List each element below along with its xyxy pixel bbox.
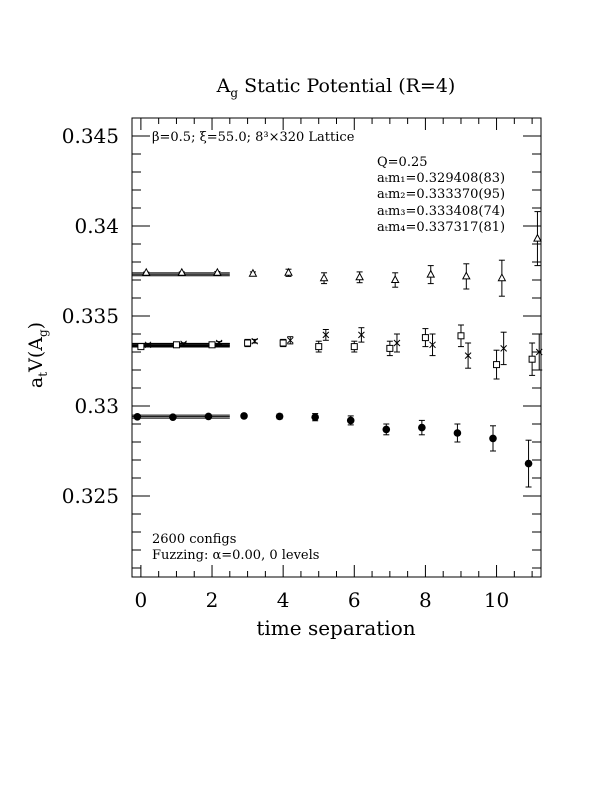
data-point-triangle xyxy=(533,233,542,242)
y-axis-label-sub-t: t xyxy=(36,372,50,377)
chart-title: Ag Static Potential (R=4) xyxy=(216,75,456,100)
chart-title-subscript: g xyxy=(230,86,238,100)
annotation-m2: aₜm₂=0.333370(95) xyxy=(377,187,505,202)
y-axis-label-sub-g: g xyxy=(36,329,50,337)
x-tick-label: 0 xyxy=(135,588,148,612)
data-point-triangle xyxy=(497,273,507,282)
data-point-circle xyxy=(453,429,462,437)
x-tick-labels: 0 2 4 6 8 10 xyxy=(135,588,510,612)
data-point-circle xyxy=(275,412,284,421)
chart-title-rest: Static Potential (R=4) xyxy=(238,75,455,97)
data-point-square xyxy=(350,343,358,351)
cross-stroke xyxy=(286,336,294,344)
y-axis-label: atV(Ag) xyxy=(25,322,50,388)
data-point-cross xyxy=(358,331,365,339)
x-tick-label: 10 xyxy=(484,588,509,612)
data-point-circle xyxy=(204,412,213,421)
data-point-square xyxy=(172,341,180,349)
y-tick-label: 0.325 xyxy=(62,484,119,508)
data-point-cross xyxy=(393,339,401,347)
cross-stroke xyxy=(215,339,223,347)
data-point-circle xyxy=(382,425,391,434)
y-tick-label: 0.34 xyxy=(74,214,119,238)
y-tick-labels: 0.325 0.33 0.335 0.34 0.345 xyxy=(62,124,119,508)
data-point-square xyxy=(493,361,501,369)
data-point-circle xyxy=(240,412,248,420)
data-point-cross xyxy=(464,352,472,359)
data-point-triangle xyxy=(248,268,258,277)
chart-title-main: A xyxy=(216,75,231,97)
annotation-m1: aₜm₁=0.329408(83) xyxy=(377,171,505,186)
data-point-cross xyxy=(429,341,436,349)
data-point-circle xyxy=(418,423,426,432)
annotation-lattice: β=0.5; ξ=55.0; 8³×320 Lattice xyxy=(152,130,355,145)
data-point-triangle xyxy=(319,273,329,282)
data-point-circle xyxy=(133,413,142,421)
cross-stroke xyxy=(464,352,472,359)
data-point-triangle xyxy=(461,271,471,280)
annotation-m3: aₜm₃=0.333408(74) xyxy=(377,204,505,219)
data-point-square xyxy=(279,339,287,347)
cross-stroke xyxy=(144,341,152,349)
data-point-circle xyxy=(524,459,533,468)
data-point-triangle xyxy=(141,267,151,276)
data-point-circle xyxy=(489,434,497,443)
data-point-cross xyxy=(180,340,187,348)
annotation-fuzzing: Fuzzing: α=0.00, 0 levels xyxy=(152,548,319,563)
cross-stroke xyxy=(358,331,365,339)
data-point-circle xyxy=(169,413,177,421)
cross-stroke xyxy=(500,345,508,352)
y-tick-label: 0.335 xyxy=(62,304,119,328)
data-point-triangle xyxy=(213,267,222,276)
data-point-cross xyxy=(322,331,330,339)
data-point-square xyxy=(528,355,536,363)
x-tick-label: 8 xyxy=(419,588,432,612)
y-axis-label-end: ) xyxy=(25,322,47,329)
annotation-q: Q=0.25 xyxy=(377,155,428,170)
cross-stroke xyxy=(251,337,259,345)
data-point-triangle xyxy=(426,269,436,278)
cross-stroke xyxy=(322,331,330,339)
data-point-triangle xyxy=(177,267,187,276)
data-point-square xyxy=(208,341,216,349)
cross-stroke xyxy=(393,339,401,347)
data-point-cross xyxy=(215,339,223,347)
y-tick-label: 0.345 xyxy=(62,124,119,148)
data-point-circle xyxy=(346,416,355,425)
x-tick-label: 4 xyxy=(277,588,290,612)
data-point-square xyxy=(315,343,323,351)
data-point-square xyxy=(386,344,394,352)
data-point-square xyxy=(137,343,145,351)
cross-stroke xyxy=(180,340,187,348)
x-tick-label: 2 xyxy=(206,588,219,612)
data-point-triangle xyxy=(390,274,400,283)
axis-ticks xyxy=(132,118,541,577)
data-point-cross xyxy=(500,345,508,352)
data-point-cross xyxy=(535,348,543,356)
x-axis-label: time separation xyxy=(256,616,415,640)
y-tick-label: 0.33 xyxy=(74,394,119,418)
annotation-m4: aₜm₄=0.337317(81) xyxy=(377,220,505,235)
y-axis-label-a: a xyxy=(25,377,47,388)
data-point-cross xyxy=(251,337,259,345)
cross-stroke xyxy=(535,348,543,356)
data-point-circle xyxy=(311,413,319,421)
data-point-square xyxy=(421,334,429,342)
annotation-configs: 2600 configs xyxy=(152,532,236,547)
data-point-cross xyxy=(144,341,152,349)
x-tick-label: 6 xyxy=(348,588,361,612)
data-point-square xyxy=(244,339,252,347)
data-points xyxy=(133,211,543,488)
y-axis-label-mid: V(A xyxy=(25,337,47,373)
data-point-triangle xyxy=(355,272,364,281)
data-point-cross xyxy=(286,336,294,344)
data-point-triangle xyxy=(284,267,293,276)
cross-stroke xyxy=(429,341,436,349)
data-point-square xyxy=(457,332,465,340)
